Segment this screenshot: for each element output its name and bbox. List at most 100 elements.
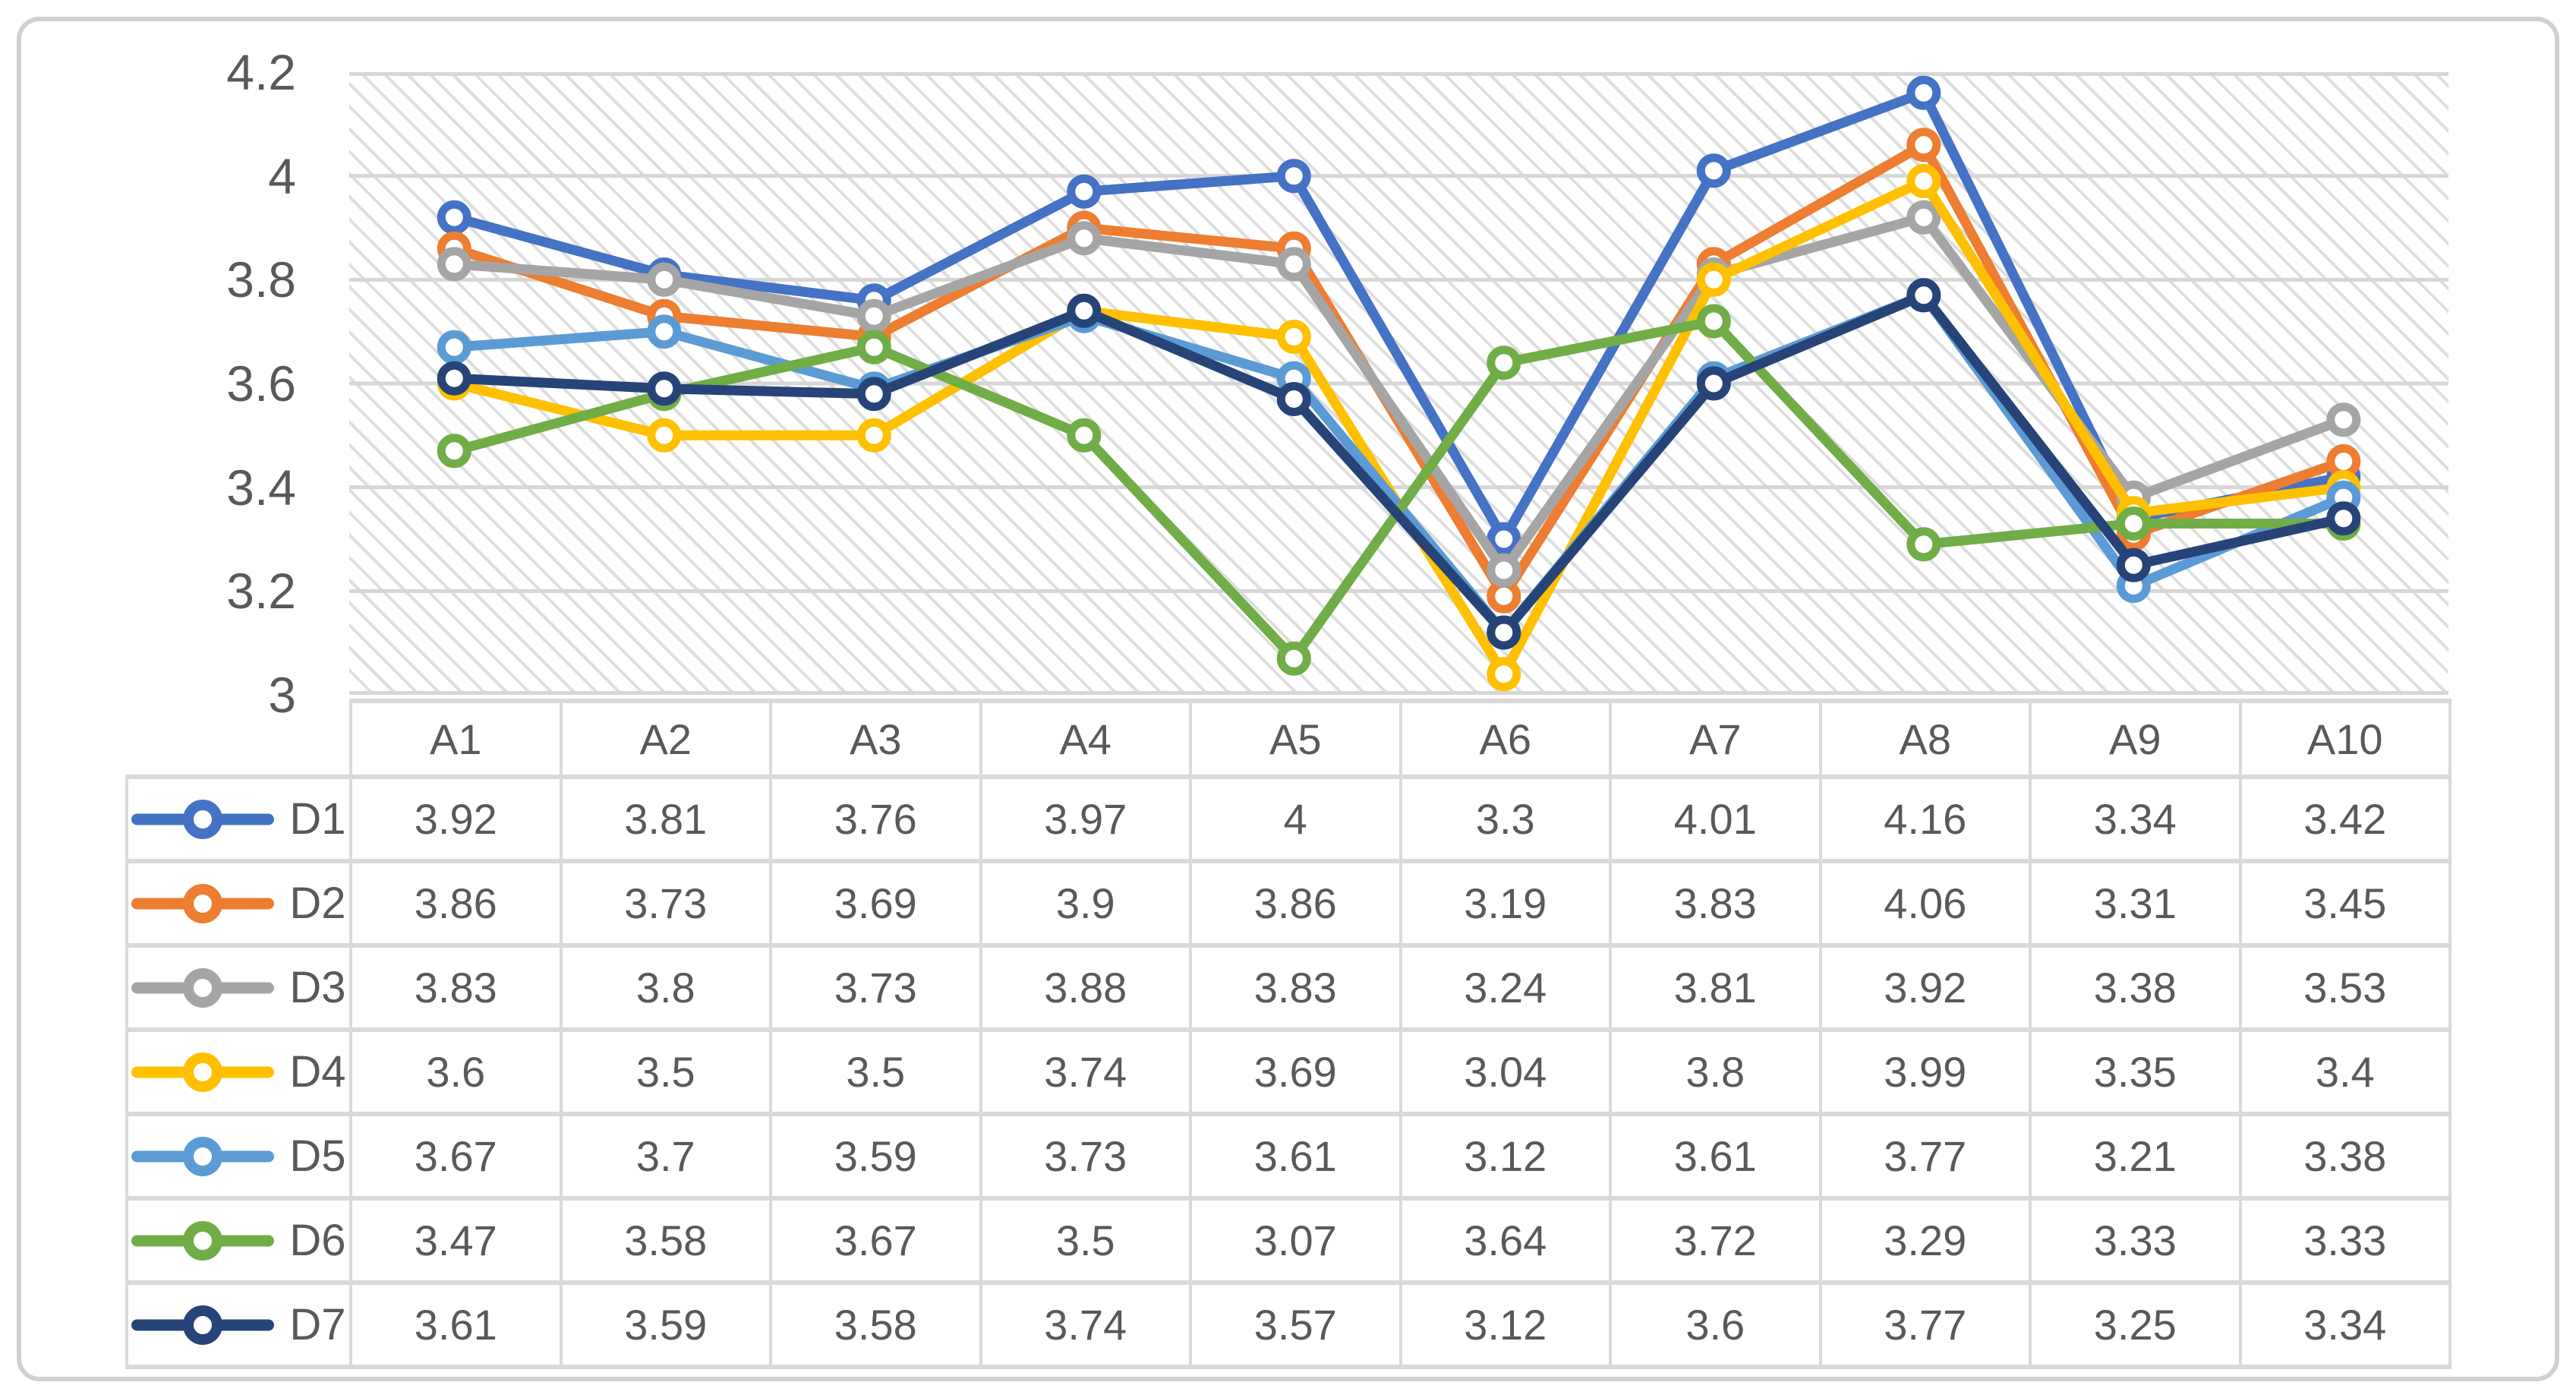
marker-d3-a1	[437, 247, 471, 282]
column-header-a1: A1	[349, 699, 563, 779]
legend-key-icon	[131, 1135, 275, 1178]
value-d3-a3: 3.73	[769, 943, 982, 1032]
value-d6-a8: 3.29	[1818, 1196, 2032, 1285]
column-header-a2: A2	[559, 699, 772, 779]
legend-marker-sample	[183, 1052, 223, 1092]
marker-d1-a6	[1487, 522, 1521, 557]
marker-d6-a1	[437, 434, 471, 469]
marker-d3-a3	[856, 298, 891, 333]
value-d7-a8: 3.77	[1818, 1280, 2032, 1369]
legend-cell-d5: D5	[125, 1112, 352, 1201]
value-d5-a1: 3.67	[349, 1112, 563, 1201]
value-d2-a5: 3.86	[1189, 859, 1402, 948]
value-d7-a9: 3.25	[2029, 1280, 2242, 1369]
value-d4-a5: 3.69	[1189, 1027, 1402, 1116]
marker-d7-a4	[1067, 293, 1102, 328]
value-d1-a9: 3.34	[2029, 775, 2242, 863]
legend-label: D3	[289, 963, 346, 1012]
value-d7-a10: 3.34	[2238, 1280, 2451, 1369]
value-d2-a2: 3.73	[559, 859, 772, 948]
value-d2-a3: 3.69	[769, 859, 982, 948]
value-d2-a4: 3.9	[979, 859, 1192, 948]
marker-d7-a6	[1487, 615, 1521, 650]
legend-cell-d6: D6	[125, 1196, 352, 1285]
table-row-d1: D1 3.92 3.81 3.76 3.97 4 3.3 4.01 4.16 3.34 3.42	[125, 775, 2451, 863]
value-d4-a6: 3.04	[1398, 1027, 1612, 1116]
line-chart	[349, 72, 2448, 695]
legend-marker-sample	[183, 1220, 223, 1261]
y-tick-label: 3.2	[226, 563, 296, 620]
y-axis-labels: 4.2 4 3.8 3.6 3.4 3.2 3	[91, 0, 296, 723]
marker-d6-a9	[2116, 506, 2151, 541]
value-d5-a2: 3.7	[559, 1112, 772, 1201]
value-d1-a4: 3.97	[979, 775, 1192, 863]
value-d1-a3: 3.76	[769, 775, 982, 863]
value-d6-a1: 3.47	[349, 1196, 563, 1285]
marker-d4-a8	[1906, 164, 1941, 198]
value-d3-a10: 3.53	[2238, 943, 2451, 1032]
marker-d7-a1	[437, 361, 471, 396]
value-d5-a9: 3.21	[2029, 1112, 2242, 1201]
legend-cell-d7: D7	[125, 1280, 352, 1369]
value-d5-a4: 3.73	[979, 1112, 1192, 1201]
legend-key-icon	[131, 882, 275, 925]
table-corner-blank	[127, 701, 352, 779]
marker-d4-a6	[1487, 657, 1521, 692]
table-row-d4: D4 3.6 3.5 3.5 3.74 3.69 3.04 3.8 3.99 3.35 3.4	[125, 1027, 2451, 1116]
legend-cell-d4: D4	[125, 1027, 352, 1116]
value-d3-a4: 3.88	[979, 943, 1192, 1032]
value-d4-a1: 3.6	[349, 1027, 563, 1116]
value-d3-a9: 3.38	[2029, 943, 2242, 1032]
value-d1-a10: 3.42	[2238, 775, 2451, 863]
marker-d7-a7	[1696, 366, 1731, 401]
value-d2-a6: 3.19	[1398, 859, 1612, 948]
y-tick-label: 3.4	[226, 459, 296, 516]
table-row-d6: D6 3.47 3.58 3.67 3.5 3.07 3.64 3.72 3.29 3.33 3.3…	[125, 1196, 2451, 1285]
legend-label: D7	[289, 1300, 346, 1349]
value-d3-a7: 3.81	[1609, 943, 1822, 1032]
value-d7-a7: 3.6	[1609, 1280, 1822, 1369]
value-d2-a10: 3.45	[2238, 859, 2451, 948]
value-d4-a3: 3.5	[769, 1027, 982, 1116]
value-d4-a4: 3.74	[979, 1027, 1192, 1116]
legend-marker-sample	[183, 883, 223, 923]
marker-d7-a2	[647, 371, 682, 406]
legend-label: D4	[289, 1047, 346, 1097]
legend-cell-d2: D2	[125, 859, 352, 948]
marker-d6-a6	[1487, 346, 1521, 380]
value-d1-a5: 4	[1189, 775, 1402, 863]
marker-d4-a2	[647, 418, 682, 453]
value-d4-a7: 3.8	[1609, 1027, 1822, 1116]
value-d5-a6: 3.12	[1398, 1112, 1612, 1201]
column-header-a10: A10	[2238, 699, 2451, 779]
marker-d6-a7	[1696, 304, 1731, 339]
value-d4-a2: 3.5	[559, 1027, 772, 1116]
value-d6-a3: 3.67	[769, 1196, 982, 1285]
y-tick-label: 3.8	[226, 251, 296, 308]
legend-key-icon	[131, 1304, 275, 1346]
value-d4-a10: 3.4	[2238, 1027, 2451, 1116]
column-header-a4: A4	[979, 699, 1192, 779]
value-d1-a1: 3.92	[349, 775, 563, 863]
value-d5-a3: 3.59	[769, 1112, 982, 1201]
marker-d3-a6	[1487, 553, 1521, 588]
marker-d3-a10	[2326, 402, 2361, 437]
marker-d7-a10	[2326, 501, 2361, 536]
value-d6-a9: 3.33	[2029, 1196, 2242, 1285]
series-line-d3	[449, 212, 2349, 576]
y-tick-label: 4	[268, 147, 296, 204]
value-d6-a4: 3.5	[979, 1196, 1192, 1285]
value-d3-a8: 3.92	[1818, 943, 2032, 1032]
value-d7-a4: 3.74	[979, 1280, 1192, 1369]
marker-d2-a8	[1906, 128, 1941, 163]
y-tick-label: 3.6	[226, 355, 296, 412]
legend-label: D2	[289, 879, 346, 928]
value-d2-a8: 4.06	[1818, 859, 2032, 948]
marker-d1-a1	[437, 200, 471, 235]
value-d6-a5: 3.07	[1189, 1196, 1402, 1285]
marker-d4-a7	[1696, 262, 1731, 297]
marker-d1-a4	[1067, 174, 1102, 209]
table-header-row: A1 A2 A3 A4 A5 A6 A7 A8 A9 A10	[127, 699, 2451, 779]
data-table: A1 A2 A3 A4 A5 A6 A7 A8 A9 A10 D1 3.92 3.81 3.76 3.97 4…	[125, 699, 2451, 1369]
value-d1-a7: 4.01	[1609, 775, 1822, 863]
